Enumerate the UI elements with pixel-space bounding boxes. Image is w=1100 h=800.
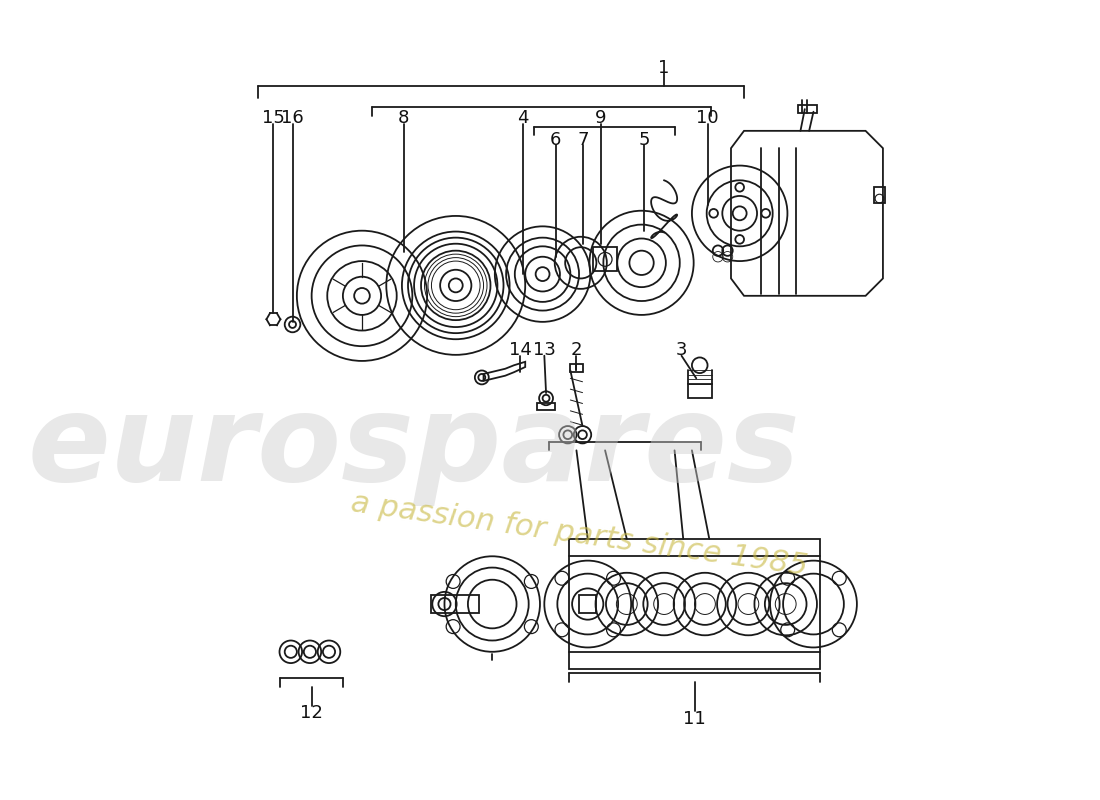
Text: 12: 12 — [300, 703, 323, 722]
Bar — [571, 363, 583, 372]
Text: 7: 7 — [578, 130, 590, 149]
Text: 15: 15 — [262, 109, 285, 127]
Bar — [431, 595, 480, 613]
Text: 5: 5 — [638, 130, 650, 149]
Text: 4: 4 — [517, 109, 528, 127]
Text: 11: 11 — [683, 710, 706, 728]
Text: 10: 10 — [696, 109, 719, 127]
Text: 16: 16 — [282, 109, 304, 127]
Text: 13: 13 — [532, 341, 556, 358]
Text: 1: 1 — [659, 59, 670, 78]
Bar — [798, 105, 817, 114]
Text: 8: 8 — [398, 109, 409, 127]
Text: 3: 3 — [675, 341, 688, 358]
Text: a passion for parts since 1985: a passion for parts since 1985 — [349, 488, 810, 581]
Text: 6: 6 — [550, 130, 561, 149]
Bar — [688, 384, 712, 398]
Bar — [538, 403, 554, 410]
Text: 2: 2 — [571, 341, 582, 358]
Bar — [874, 187, 884, 203]
Bar — [579, 595, 596, 613]
Bar — [569, 539, 821, 669]
Text: 9: 9 — [595, 109, 606, 127]
Bar — [593, 247, 617, 271]
Text: 14: 14 — [508, 341, 531, 358]
Text: eurospares: eurospares — [28, 390, 801, 506]
